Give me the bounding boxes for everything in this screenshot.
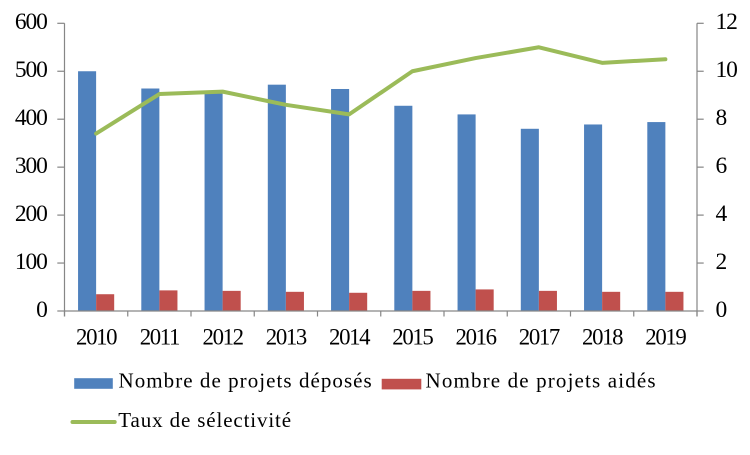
svg-text:2010: 2010 [76, 325, 117, 350]
svg-text:4: 4 [716, 201, 728, 227]
svg-text:300: 300 [15, 153, 47, 179]
svg-text:2015: 2015 [392, 325, 433, 350]
svg-text:2: 2 [716, 249, 727, 275]
svg-text:400: 400 [15, 105, 47, 131]
svg-text:2019: 2019 [645, 325, 686, 350]
svg-text:600: 600 [15, 9, 47, 35]
svg-text:Taux de sélectivité: Taux de sélectivité [118, 408, 292, 432]
svg-text:2017: 2017 [519, 325, 560, 350]
svg-text:8: 8 [716, 105, 727, 131]
svg-text:Nombre de projets déposés: Nombre de projets déposés [119, 368, 373, 392]
svg-text:6: 6 [716, 153, 728, 179]
svg-text:0: 0 [36, 297, 47, 323]
svg-text:500: 500 [15, 57, 47, 83]
svg-text:200: 200 [15, 201, 47, 227]
svg-text:2011: 2011 [140, 325, 180, 350]
svg-text:2013: 2013 [266, 325, 307, 350]
svg-text:10: 10 [716, 57, 738, 83]
svg-text:100: 100 [15, 249, 47, 275]
svg-text:2014: 2014 [329, 325, 371, 350]
svg-text:12: 12 [716, 9, 738, 35]
svg-text:2018: 2018 [582, 325, 623, 350]
svg-text:0: 0 [716, 297, 727, 323]
svg-text:2012: 2012 [203, 325, 244, 350]
svg-text:2016: 2016 [456, 325, 497, 350]
svg-text:Nombre de projets aidés: Nombre de projets aidés [426, 368, 657, 392]
